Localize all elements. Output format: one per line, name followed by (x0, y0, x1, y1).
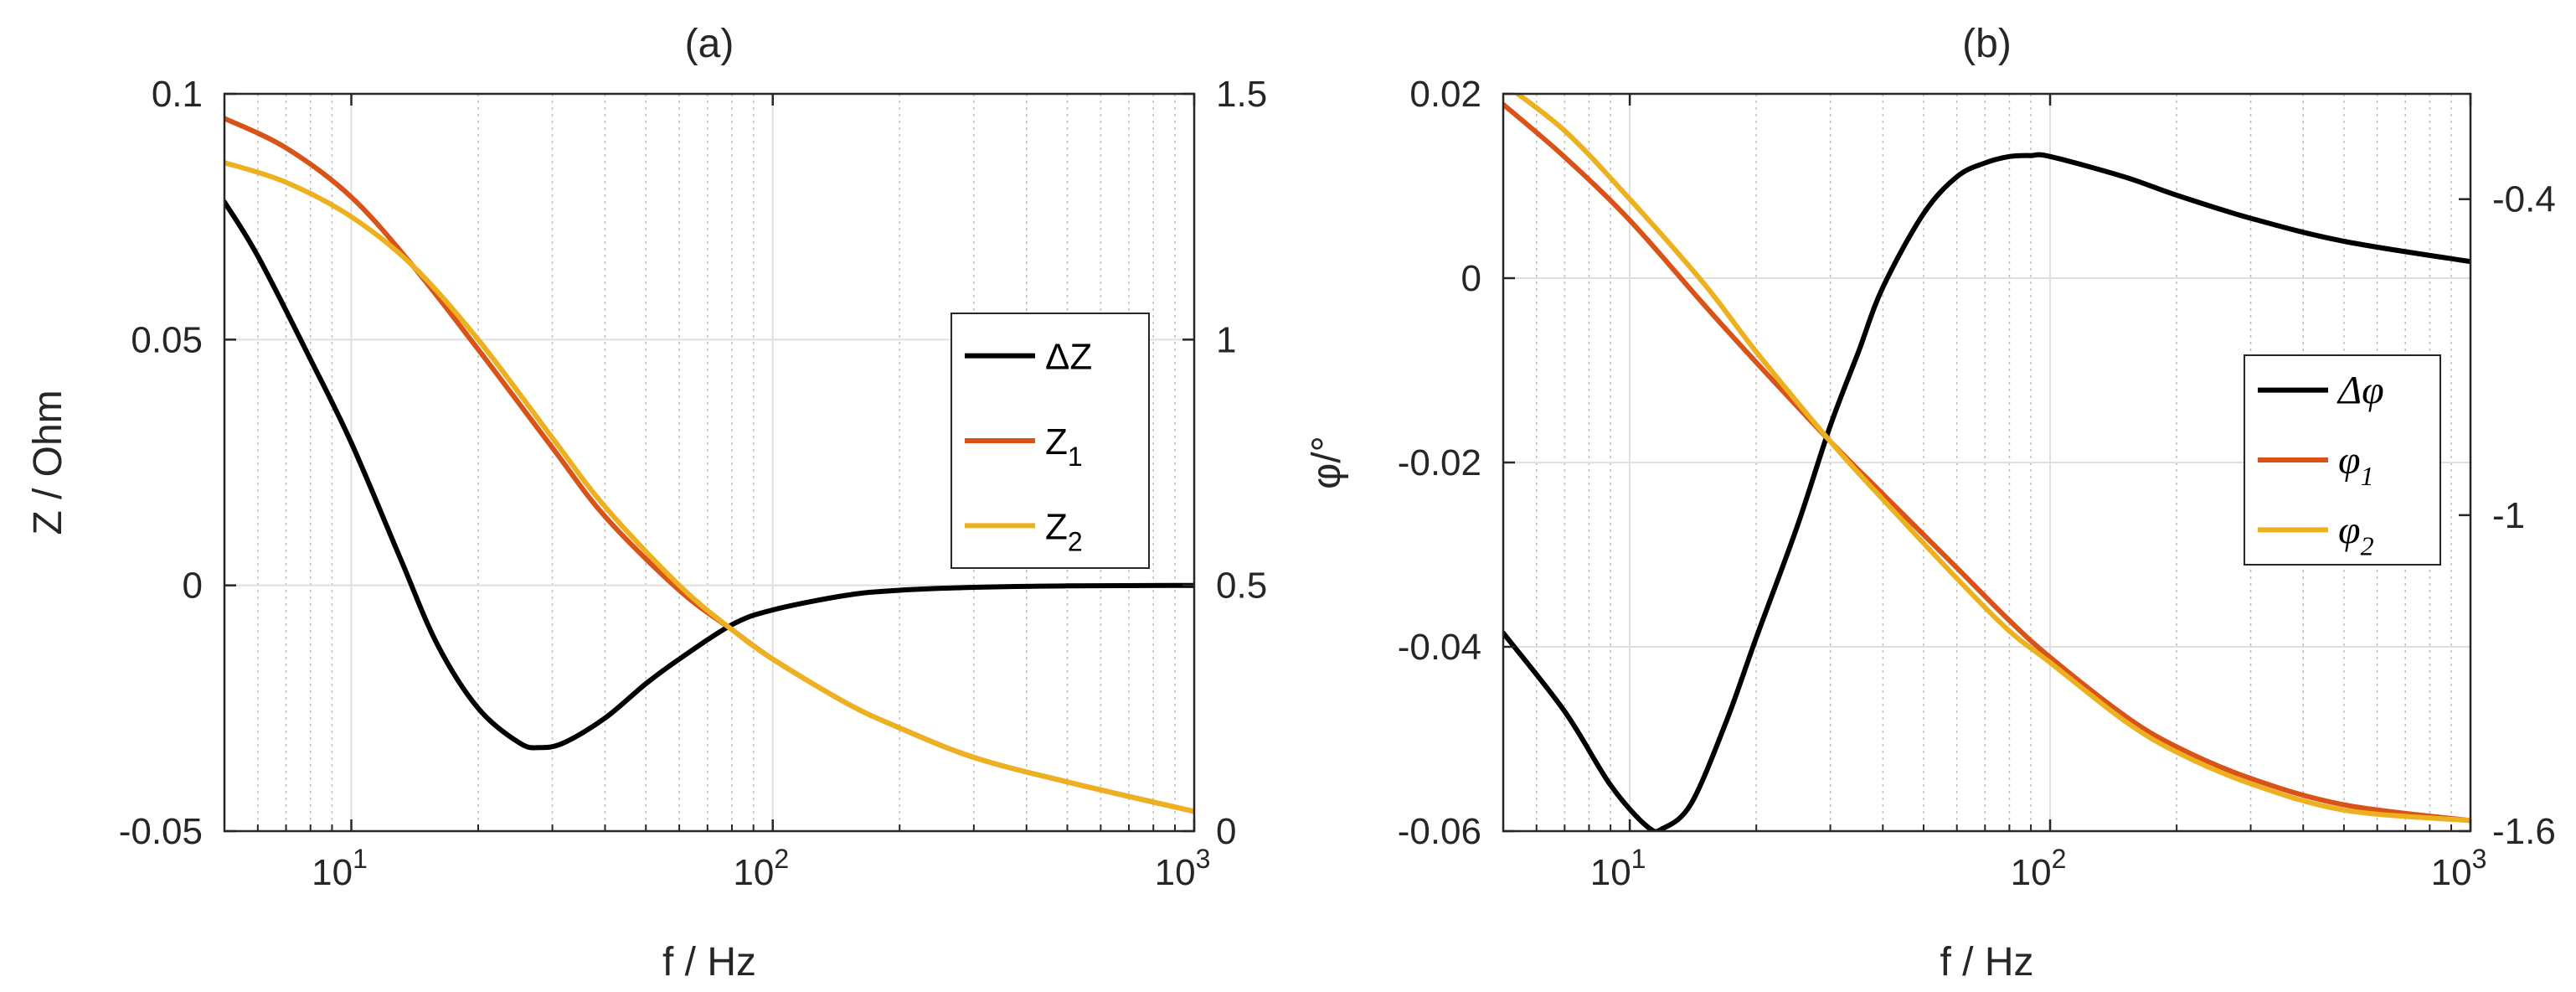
series-line-φ2 (1513, 94, 2470, 824)
y-axis-label-left: Z / Ohm (26, 390, 70, 535)
major-grid (1503, 94, 2470, 831)
legend-label-main: Z (1045, 421, 1068, 462)
y-left-tick-label: -0.04 (1398, 627, 1481, 668)
legend-label-main: φ (2338, 438, 2361, 483)
series-line-Z2 (224, 160, 1194, 814)
y-left-tick-label: -0.06 (1398, 811, 1481, 852)
y-right-tick-label: -0.4 (2492, 179, 2556, 220)
y-left-tick-label: -0.05 (119, 811, 203, 852)
x-tick-label-exp: 2 (2052, 844, 2067, 874)
panel-title: (a) (685, 22, 734, 66)
x-tick-label-base: 10 (1155, 852, 1196, 893)
y-right-tick-label: 1.5 (1216, 74, 1267, 115)
x-tick-label: 103 (2431, 844, 2487, 893)
legend-label-ΔZ: ΔZ (1045, 337, 1092, 378)
y-axis-right: -1.6 -1 -0.4 (2459, 179, 2556, 852)
y-right-tick-label: -1 (2492, 495, 2525, 536)
panel-title: (b) (1962, 22, 2012, 66)
legend-label-main: Z (1045, 506, 1068, 547)
y-axis-left: -0.05 0 0.05 0.1 Z / Ohm (26, 74, 236, 852)
y-left-tick-label: 0.02 (1409, 74, 1481, 115)
x-tick-label-exp: 3 (2472, 844, 2487, 874)
legend-label-main: ΔZ (1045, 337, 1092, 378)
legend-label-sub: 2 (2361, 530, 2374, 561)
legend-label-Z2: Z2 (1045, 506, 1083, 556)
y-right-tick-label: 1 (1216, 319, 1236, 360)
x-tick-label-base: 10 (1590, 852, 1631, 893)
series-line-ΔZ (224, 199, 1194, 751)
y-axis-label-left: φ/° (1305, 436, 1349, 489)
legend-label-sub: 1 (1068, 442, 1083, 472)
y-right-tick-label: 0.5 (1216, 566, 1267, 607)
legend-label-φ2: φ2 (2338, 508, 2374, 561)
legend-label-sub: 2 (1068, 526, 1083, 556)
x-tick-label-base: 10 (2011, 852, 2052, 893)
y-left-tick-label: 0 (183, 566, 203, 607)
x-axis-label: f / Hz (1940, 940, 2033, 984)
y-left-tick-label: 0.05 (131, 319, 203, 360)
legend-label-sub: 1 (2361, 461, 2374, 491)
x-tick-label: 102 (2011, 844, 2067, 893)
x-tick-label-exp: 1 (353, 844, 368, 874)
legend-label-φ1: φ1 (2338, 438, 2374, 491)
y-right-tick-label: -1.6 (2492, 811, 2556, 852)
y-right-tick-label: 0 (1216, 811, 1236, 852)
x-tick-label: 102 (733, 844, 789, 893)
x-tick-label-base: 10 (2431, 852, 2472, 893)
y-left-tick-label: 0.1 (152, 74, 203, 115)
x-axis-label: f / Hz (662, 940, 756, 984)
x-tick-label-exp: 2 (774, 844, 789, 874)
legend-label-Δφ: Δφ (2336, 369, 2384, 413)
series-line-φ1 (1503, 101, 2470, 824)
legend-label-main: φ (2338, 508, 2361, 552)
x-tick-label: 101 (312, 844, 368, 893)
series-group (224, 116, 1194, 814)
legend-label-main: Δφ (2336, 369, 2384, 413)
x-tick-label: 101 (1590, 844, 1646, 893)
axes-box (223, 92, 1196, 833)
x-tick-label-exp: 3 (1196, 844, 1211, 874)
y-left-tick-label: 0 (1461, 258, 1481, 299)
x-tick-label-base: 10 (312, 852, 353, 893)
y-left-tick-label: -0.02 (1398, 442, 1481, 483)
y-axis-right: 0 0.5 1 1.5 (1182, 74, 1267, 852)
legend-label-Z1: Z1 (1045, 421, 1083, 472)
x-tick-label-base: 10 (733, 852, 774, 893)
x-tick-label: 103 (1155, 844, 1211, 893)
y-axis-left: -0.06 -0.04 -0.02 0 0.02 φ/° (1305, 74, 1515, 852)
x-tick-label-exp: 1 (1631, 844, 1646, 874)
